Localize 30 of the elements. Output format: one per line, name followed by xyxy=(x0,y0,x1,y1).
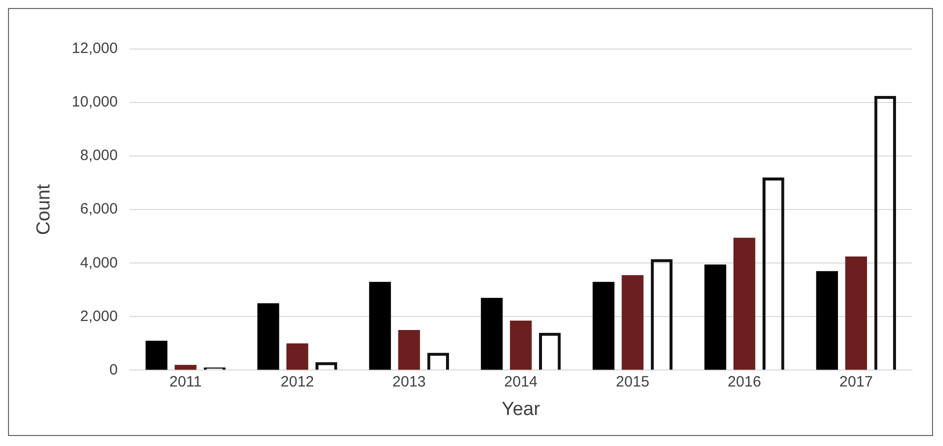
bar xyxy=(816,271,838,370)
x-tick-label: 2017 xyxy=(839,373,873,390)
bar xyxy=(622,275,644,370)
bar xyxy=(510,320,532,370)
x-tick-label: 2011 xyxy=(169,373,202,390)
y-tick-label: 12,000 xyxy=(72,40,118,58)
x-tick-label: 2012 xyxy=(280,373,314,390)
y-tick-label: 8,000 xyxy=(80,147,118,164)
x-tick-label: 2014 xyxy=(504,373,538,390)
bar xyxy=(369,282,391,370)
x-tick-label: 2015 xyxy=(616,373,650,390)
bar xyxy=(480,298,503,370)
x-tick-label: 2013 xyxy=(392,373,426,390)
bar xyxy=(257,303,280,370)
bar xyxy=(704,264,726,370)
y-tick-label: 10,000 xyxy=(72,94,118,111)
bar xyxy=(146,340,168,370)
y-tick-label: 0 xyxy=(109,361,118,378)
bar xyxy=(592,282,614,370)
bar xyxy=(286,343,308,370)
y-axis-title: Count xyxy=(34,184,55,235)
bar xyxy=(845,256,868,370)
y-tick-label: 6,000 xyxy=(80,200,118,218)
bar xyxy=(174,364,196,370)
y-tick-label: 4,000 xyxy=(80,254,118,272)
x-tick-label: 2016 xyxy=(728,373,762,390)
bar xyxy=(398,330,420,370)
y-tick-label: 2,000 xyxy=(80,308,118,325)
x-axis-title: Year xyxy=(502,398,541,420)
bar xyxy=(733,238,756,370)
